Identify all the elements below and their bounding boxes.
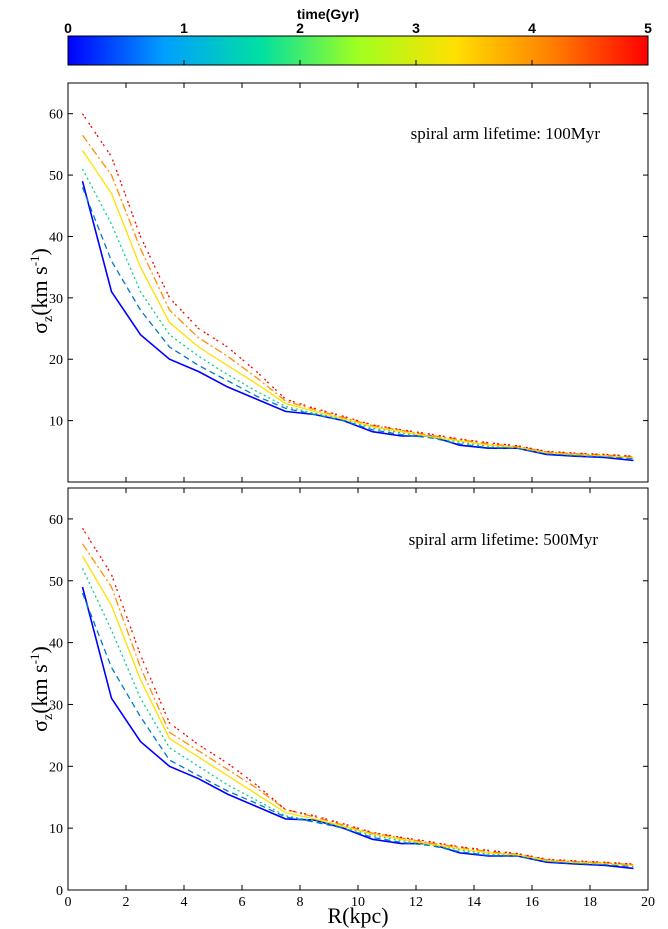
bottom-y-tick-label-3: 30	[49, 698, 63, 713]
colorbar-tick-label-0: 0	[64, 20, 72, 36]
top-panel: 10 20 30 40 50 60 spiral arm lifetime: 100Myr…	[27, 82, 649, 483]
top-panel-series-3	[81, 150, 634, 459]
bottom-panel-series-0	[81, 586, 634, 870]
bottom-x-tick-label-5: 10	[351, 895, 365, 910]
bottom-panel-series-3	[81, 555, 634, 866]
top-y-tick-label-3: 40	[49, 230, 63, 245]
bottom-panel-y-ticks: 0 10 20 30 40 50 60	[49, 513, 63, 899]
top-panel-series-0	[81, 180, 634, 462]
bottom-x-tick-label-2: 4	[181, 895, 188, 910]
colorbar-ticks: 0 1 2 3 4 5	[64, 20, 652, 65]
colorbar: time(Gyr) 0 1 2 3 4 5	[64, 6, 652, 66]
bottom-y-tick-label-6: 60	[49, 513, 63, 528]
bottom-x-tick-label-6: 12	[409, 895, 423, 910]
bottom-y-tick-label-4: 40	[49, 637, 63, 652]
bottom-y-tick-label-2: 20	[49, 760, 63, 775]
bottom-x-tick-label-7: 14	[467, 895, 481, 910]
colorbar-tick-label-1: 1	[180, 20, 188, 36]
bottom-panel-series-1	[81, 592, 634, 868]
bottom-y-tick-label-0: 0	[56, 884, 63, 899]
bottom-x-tick-label-0: 0	[65, 895, 72, 910]
bottom-panel-y-axis-title: σz(km s-1)	[27, 646, 56, 732]
top-y-tick-label-4: 50	[49, 169, 63, 184]
bottom-x-tick-label-9: 18	[583, 895, 597, 910]
bottom-panel-series-5	[81, 527, 634, 865]
colorbar-tick-label-2: 2	[296, 20, 304, 36]
top-y-tick-label-2: 30	[49, 292, 63, 307]
bottom-panel-series-2	[81, 568, 634, 867]
bottom-panel-x-ticks: 0 2 4 6 8 10 12 14 16 18 20	[65, 895, 656, 910]
x-axis-title: R(kpc)	[327, 903, 388, 928]
top-y-tick-label-1: 20	[49, 353, 63, 368]
bottom-x-tick-label-1: 2	[123, 895, 130, 910]
top-panel-series-4	[81, 134, 634, 458]
colorbar-gradient	[67, 35, 649, 66]
top-panel-y-ticks: 10 20 30 40 50 60	[49, 108, 63, 430]
top-panel-series-5	[81, 113, 634, 457]
bottom-panel-series-4	[81, 543, 634, 866]
top-y-tick-label-0: 10	[49, 415, 63, 430]
colorbar-tick-label-5: 5	[644, 20, 652, 36]
bottom-x-tick-label-10: 20	[641, 895, 655, 910]
top-y-tick-label-5: 60	[49, 108, 63, 123]
bottom-y-tick-label-1: 10	[49, 822, 63, 837]
bottom-x-tick-label-3: 6	[239, 895, 246, 910]
colorbar-label: time(Gyr)	[297, 6, 359, 22]
colorbar-tick-label-3: 3	[412, 20, 420, 36]
bottom-panel-annotation: spiral arm lifetime: 500Myr	[409, 530, 599, 549]
bottom-y-tick-label-5: 50	[49, 575, 63, 590]
bottom-x-tick-label-4: 8	[297, 895, 304, 910]
top-panel-annotation: spiral arm lifetime: 100Myr	[411, 124, 601, 143]
top-panel-y-axis-title: σz(km s-1)	[27, 248, 56, 334]
top-panel-series-1	[81, 187, 634, 460]
bottom-x-tick-label-8: 16	[525, 895, 539, 910]
colorbar-tick-label-4: 4	[528, 20, 536, 36]
bottom-panel: 0 2 4 6 8 10 12 14 16 18 20 0 10 20 30 40 50 60 spiral a…	[27, 487, 656, 910]
